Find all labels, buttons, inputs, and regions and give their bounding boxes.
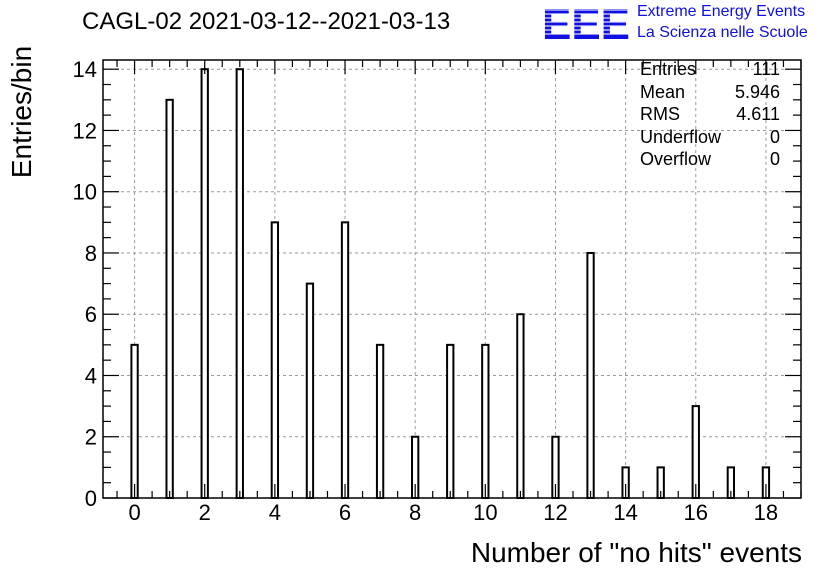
x-tick-label: 8 — [409, 500, 421, 525]
x-tick-label: 18 — [754, 500, 778, 525]
stat-value: 0 — [769, 149, 780, 169]
x-tick-label: 2 — [199, 500, 211, 525]
stat-row-entries: Entries 111 — [640, 58, 780, 81]
x-tick-label: 0 — [128, 500, 140, 525]
chart-title: CAGL-02 2021-03-12--2021-03-13 — [82, 8, 451, 35]
stat-value: 5.946 — [734, 81, 780, 102]
histogram-bar — [340, 221, 350, 499]
histogram-bar — [130, 343, 139, 499]
y-axis-label: Entries/bin — [6, 45, 37, 179]
stat-label: Overflow — [640, 149, 712, 169]
histogram-bar — [446, 343, 455, 499]
histogram-bar — [516, 313, 525, 500]
stat-value: 0 — [769, 126, 780, 147]
svg-text:EEE: EEE — [542, 2, 630, 44]
y-tick-label: 8 — [85, 241, 97, 266]
histogram-bar — [165, 98, 174, 500]
grid-lines — [103, 60, 801, 498]
stats-box: Entries 111 Mean 5.946 RMS 4.611 Underfl… — [640, 58, 780, 171]
eee-logo: EEE — [540, 2, 632, 44]
stat-row-underflow: Underflow 0 — [640, 126, 780, 149]
x-tick-label: 12 — [543, 500, 567, 525]
histogram-bar — [270, 221, 280, 499]
x-axis-ticks — [116, 60, 802, 498]
stat-row-rms: RMS 4.611 — [640, 103, 780, 126]
y-tick-label: 14 — [73, 57, 97, 82]
plot-frame — [102, 59, 802, 499]
logo-caption: Extreme Energy Events La Scienza nelle S… — [637, 1, 808, 43]
x-axis-label: Number of "no hits" events — [470, 537, 802, 568]
stat-label: Mean — [640, 81, 686, 102]
stat-value: 4.611 — [736, 104, 780, 124]
histogram-bar — [375, 343, 385, 499]
stat-value: 111 — [752, 59, 780, 79]
tick-labels: 0 2 4 6 8 10 12 14 16 18 0 2 4 6 8 10 12 14 — [73, 57, 779, 525]
histogram-bar — [305, 282, 315, 499]
histogram-bar — [200, 68, 209, 499]
histogram-bar — [481, 343, 490, 499]
y-tick-label: 4 — [85, 363, 97, 388]
x-tick-label: 4 — [269, 500, 281, 525]
stat-row-overflow: Overflow 0 — [640, 148, 780, 171]
x-tick-label: 14 — [613, 500, 637, 525]
logo-line-1: Extreme Energy Events — [637, 3, 806, 20]
x-tick-label: 16 — [684, 500, 708, 525]
y-tick-label: 6 — [85, 302, 97, 327]
logo-line-2: La Scienza nelle Scuole — [637, 24, 808, 41]
x-tick-label: 10 — [473, 500, 497, 525]
stat-label: RMS — [640, 104, 680, 124]
stat-label: Underflow — [640, 126, 722, 147]
y-tick-label: 2 — [85, 425, 97, 450]
y-tick-label: 12 — [73, 118, 97, 143]
stat-row-mean: Mean 5.946 — [640, 81, 780, 104]
y-tick-label: 0 — [85, 486, 97, 511]
stat-label: Entries — [640, 59, 697, 79]
histogram-bar — [235, 68, 244, 499]
x-tick-label: 6 — [339, 500, 351, 525]
y-tick-label: 10 — [73, 180, 97, 205]
histogram-bar — [586, 251, 595, 499]
y-axis-ticks — [103, 68, 801, 499]
